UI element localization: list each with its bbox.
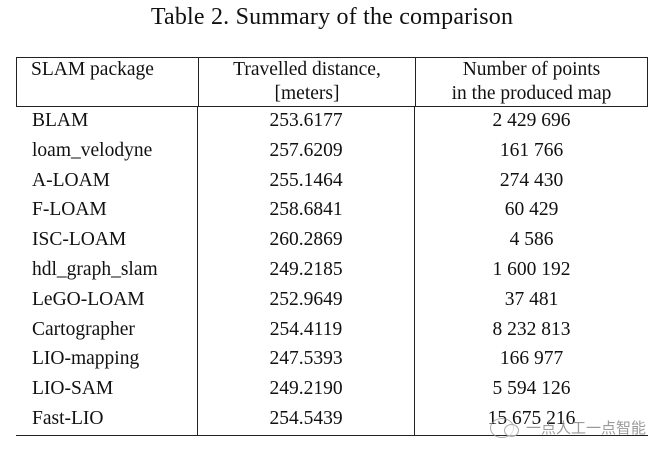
cell-distance: 254.4119	[197, 315, 414, 346]
cell-package: Cartographer	[32, 318, 135, 340]
table-row: loam_velodyne 257.6209 161 766	[16, 136, 648, 167]
comparison-table: SLAM package Travelled distance, [meters…	[16, 57, 648, 436]
header-label: [meters]	[274, 83, 340, 104]
wechat-icon	[490, 417, 519, 438]
table-row: LIO-mapping 247.5393 166 977	[16, 345, 648, 376]
table-row: LeGO-LOAM 252.9649 37 481	[16, 285, 648, 316]
table-row: A-LOAM 255.1464 274 430	[16, 166, 648, 197]
cell-points: 4 586	[414, 226, 648, 256]
watermark: 一点人工一点智能	[490, 417, 646, 438]
cell-package: ISC-LOAM	[32, 229, 127, 251]
cell-points: 274 430	[414, 166, 648, 197]
table-body: BLAM 253.6177 2 429 696 loam_velodyne 25…	[16, 107, 648, 436]
cell-points: 2 429 696	[414, 107, 648, 137]
table-row: LIO-SAM 249.2190 5 594 126	[16, 375, 648, 405]
cell-distance: 257.6209	[197, 136, 414, 167]
cell-points: 8 232 813	[414, 315, 648, 346]
cell-package: loam_velodyne	[32, 139, 153, 161]
cell-distance: 249.2190	[197, 375, 414, 405]
cell-distance: 254.5439	[197, 404, 414, 435]
cell-package: Fast-LIO	[32, 407, 104, 429]
table-header: SLAM package Travelled distance, [meters…	[16, 57, 648, 107]
cell-package: LIO-mapping	[32, 348, 140, 370]
cell-package: LeGO-LOAM	[32, 288, 145, 310]
table-caption: Table 2. Summary of the comparison	[150, 4, 514, 30]
cell-distance: 247.5393	[197, 345, 414, 376]
cell-distance: 253.6177	[197, 107, 414, 137]
cell-distance: 249.2185	[197, 255, 414, 286]
table-row: BLAM 253.6177 2 429 696	[16, 107, 648, 137]
table-row: hdl_graph_slam 249.2185 1 600 192	[16, 255, 648, 286]
table-row: ISC-LOAM 260.2869 4 586	[16, 226, 648, 256]
cell-package: A-LOAM	[32, 169, 110, 191]
cell-distance: 258.6841	[197, 196, 414, 227]
cell-package: F-LOAM	[32, 199, 107, 221]
header-slam-package: SLAM package	[17, 58, 198, 106]
header-label: in the produced map	[451, 83, 612, 104]
cell-points: 5 594 126	[414, 375, 648, 405]
cell-package: hdl_graph_slam	[32, 258, 158, 280]
cell-package: BLAM	[32, 110, 89, 131]
cell-package: LIO-SAM	[32, 378, 114, 400]
cell-points: 60 429	[414, 196, 648, 227]
cell-distance: 252.9649	[197, 285, 414, 316]
cell-distance: 255.1464	[197, 166, 414, 197]
table-row: F-LOAM 258.6841 60 429	[16, 196, 648, 227]
cell-points: 161 766	[414, 136, 648, 167]
header-travelled-distance: Travelled distance, [meters]	[198, 58, 415, 106]
table-row: Cartographer 254.4119 8 232 813	[16, 315, 648, 346]
cell-points: 1 600 192	[414, 255, 648, 286]
header-label: Number of points	[462, 59, 601, 80]
cell-points: 37 481	[414, 285, 648, 316]
header-number-of-points: Number of points in the produced map	[415, 58, 647, 106]
header-label: SLAM package	[31, 59, 154, 80]
cell-points: 166 977	[414, 345, 648, 376]
watermark-text: 一点人工一点智能	[526, 419, 647, 437]
cell-distance: 260.2869	[197, 226, 414, 256]
header-label: Travelled distance,	[233, 59, 381, 80]
